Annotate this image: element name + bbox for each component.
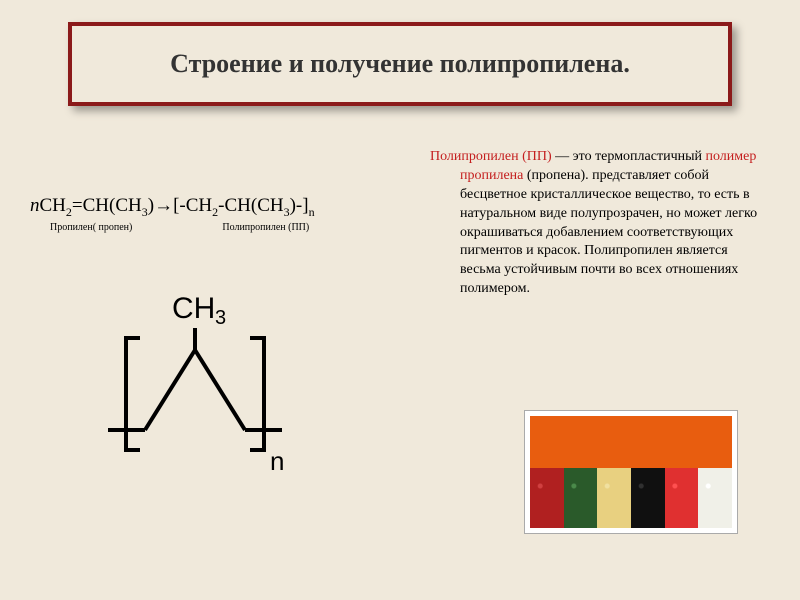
pellet-stripe	[530, 468, 732, 528]
polymerization-equation: nCH2=CH(CH3)→[-CH2-CH(CH3)-]n	[30, 195, 315, 220]
pellet-white	[698, 468, 732, 528]
equation-block: nCH2=CH(CH3)→[-CH2-CH(CH3)-]n Пропилен( …	[30, 195, 315, 233]
eq-n-suffix: n	[309, 205, 315, 219]
ch3-sub: 3	[215, 307, 226, 329]
title-box: Строение и получение полипропилена.	[68, 22, 732, 106]
definition-text: Полипропилен (ПП) — это термопластичный …	[430, 148, 760, 299]
desc-rest: (пропена). представляет собой бесцветное…	[460, 168, 757, 296]
eq-n-prefix: n	[30, 195, 40, 216]
n-subscript: n	[270, 446, 284, 476]
polymer-label: Полипропилен (ПП)	[222, 222, 309, 233]
equation-labels: Пропилен( пропен) Полипропилен (ПП)	[30, 222, 315, 233]
page-title: Строение и получение полипропилена.	[170, 49, 630, 79]
pellet-green	[564, 468, 598, 528]
description-block: Полипропилен (ПП) — это термопластичный …	[430, 148, 760, 299]
pellet-red	[530, 468, 564, 528]
structural-formula: CH 3 n	[100, 280, 300, 480]
pellet-black	[631, 468, 665, 528]
term: Полипропилен (ПП)	[430, 149, 552, 164]
highlight-polymer: полимер	[706, 149, 757, 164]
pellet-yellow	[597, 468, 631, 528]
desc-dash: — это термопластичный	[552, 149, 706, 164]
monomer-label: Пропилен( пропен)	[50, 222, 132, 233]
pellets-inner	[530, 416, 732, 528]
pellet-red2	[665, 468, 699, 528]
pellets-photo	[524, 410, 738, 534]
ch3-label: CH	[172, 292, 215, 325]
highlight-propylene: пропилена	[460, 168, 523, 183]
